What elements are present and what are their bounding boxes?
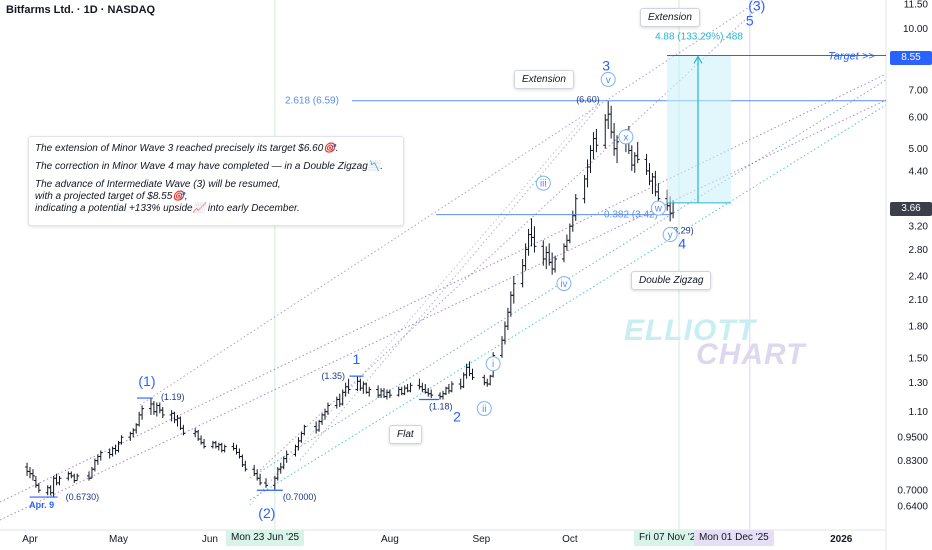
minor-wave-label: w bbox=[654, 204, 663, 215]
price-tick-label: 5.00 bbox=[909, 144, 929, 155]
minor-wave-label: ii bbox=[482, 404, 486, 415]
time-tick-label: Jun bbox=[202, 534, 218, 545]
price-tick-label: 1.80 bbox=[909, 322, 929, 333]
fib-label-0382: 0.382 (3.42) bbox=[604, 210, 658, 221]
minor-wave-label: v bbox=[606, 75, 611, 86]
watermark-elliott: ELLIOTT bbox=[624, 314, 756, 347]
price-tick-label: 3.20 bbox=[909, 222, 929, 233]
price-tick-label: 1.10 bbox=[909, 407, 929, 418]
channel-line bbox=[299, 104, 601, 461]
minor-wave-circle bbox=[662, 227, 678, 243]
fib-label-2618: 2.618 (6.59) bbox=[285, 96, 339, 107]
minor-wave-circle bbox=[556, 276, 572, 292]
price-tick-label: 1.30 bbox=[909, 378, 929, 389]
wave-value-label: (1.35) bbox=[321, 371, 345, 381]
wave-label: 4 bbox=[678, 235, 686, 251]
channel-line bbox=[0, 99, 887, 521]
time-tag-nov: Fri 07 Nov '25 bbox=[634, 530, 706, 546]
target-label: Target >> bbox=[828, 50, 875, 62]
extension-callout-mid: Extension bbox=[514, 70, 574, 89]
price-tick-label: 0.7000 bbox=[897, 486, 928, 497]
wave-value-label: (1.18) bbox=[429, 402, 453, 412]
wave-label: 5 bbox=[746, 12, 754, 28]
time-tag-jun: Mon 23 Jun '25 bbox=[226, 530, 305, 546]
wave-value-label: (1.19) bbox=[161, 392, 185, 402]
time-tick-label: May bbox=[109, 534, 128, 545]
price-tick-label: 7.00 bbox=[909, 86, 929, 97]
note-line-2: The correction in Minor Wave 4 may have … bbox=[35, 161, 383, 172]
minor-wave-label: y bbox=[668, 230, 673, 241]
wave-label: (3) bbox=[748, 0, 765, 13]
minor-wave-circle bbox=[618, 129, 634, 145]
projection-box bbox=[667, 55, 731, 203]
watermark-chart: CHART bbox=[696, 338, 806, 371]
channel-line bbox=[139, 0, 761, 406]
price-tick-label: 0.8300 bbox=[897, 456, 928, 467]
plot-area bbox=[0, 0, 886, 530]
note-line-1: The extension of Minor Wave 3 reached pr… bbox=[35, 143, 339, 154]
minor-wave-label: i bbox=[492, 359, 494, 370]
price-tick-label: 4.40 bbox=[909, 166, 929, 177]
channel-line bbox=[249, 104, 887, 501]
price-axis-panel bbox=[886, 0, 932, 550]
price-tick-label: 2.80 bbox=[909, 245, 929, 256]
wave-value-label: (0.7000) bbox=[283, 492, 317, 502]
wave-label: 2 bbox=[453, 409, 461, 425]
minor-wave-circle bbox=[476, 401, 492, 417]
wave-label: (1) bbox=[138, 373, 155, 389]
projection-label: 4.88 (133.29%) 488 bbox=[655, 31, 743, 42]
analysis-note: The extension of Minor Wave 3 reached pr… bbox=[28, 136, 404, 226]
price-tick-label: 0.9500 bbox=[897, 433, 928, 444]
time-tick-label: Sep bbox=[472, 534, 490, 545]
price-tick-label: 11.50 bbox=[904, 0, 929, 11]
time-tick-label: Oct bbox=[562, 534, 578, 545]
wave-value-label: (6.60) bbox=[576, 94, 600, 104]
price-tick-label: 2.10 bbox=[909, 295, 929, 306]
minor-wave-circle bbox=[535, 175, 551, 191]
price-tick-label: 0.6400 bbox=[897, 501, 928, 512]
wave-value-label: (3.29) bbox=[670, 225, 694, 235]
flat-callout: Flat bbox=[389, 425, 422, 444]
note-line-3: The advance of Intermediate Wave (3) wil… bbox=[35, 179, 300, 214]
price-tick-label: 6.00 bbox=[909, 113, 929, 124]
minor-wave-label: x bbox=[623, 132, 628, 143]
minor-wave-circle bbox=[600, 71, 616, 87]
current-price-tag: 3.66 bbox=[890, 202, 932, 216]
chart-title: Bitfarms Ltd. · 1D · NASDAQ bbox=[6, 4, 156, 16]
minor-wave-circle bbox=[485, 356, 501, 372]
extension-callout-top: Extension bbox=[640, 8, 700, 27]
price-tick-label: 10.00 bbox=[903, 24, 928, 35]
wave-label: 3 bbox=[602, 57, 610, 73]
minor-wave-label: iii bbox=[540, 179, 547, 190]
projection-arrow-head bbox=[693, 55, 703, 64]
channel-line bbox=[249, 103, 597, 506]
price-tick-label: 1.50 bbox=[909, 353, 929, 364]
price-tick-label: 2.40 bbox=[909, 272, 929, 283]
minor-wave-label: iv bbox=[560, 279, 567, 290]
wave-label: 1 bbox=[353, 351, 361, 367]
start-value-label: (0.6730) bbox=[66, 492, 100, 502]
time-tick-label: Aug bbox=[381, 534, 399, 545]
channel-line bbox=[249, 79, 887, 479]
minor-wave-circle bbox=[650, 200, 666, 216]
target-price-tag: 8.55 bbox=[890, 51, 932, 65]
double-zigzag-callout: Double Zigzag bbox=[631, 271, 712, 290]
time-tag-dec: Mon 01 Dec '25 bbox=[694, 530, 774, 546]
start-date-label: Apr. 9 bbox=[29, 500, 54, 510]
time-tick-label: 2026 bbox=[830, 534, 853, 545]
time-tick-label: Apr bbox=[22, 534, 38, 545]
wave-label: (2) bbox=[258, 505, 275, 521]
